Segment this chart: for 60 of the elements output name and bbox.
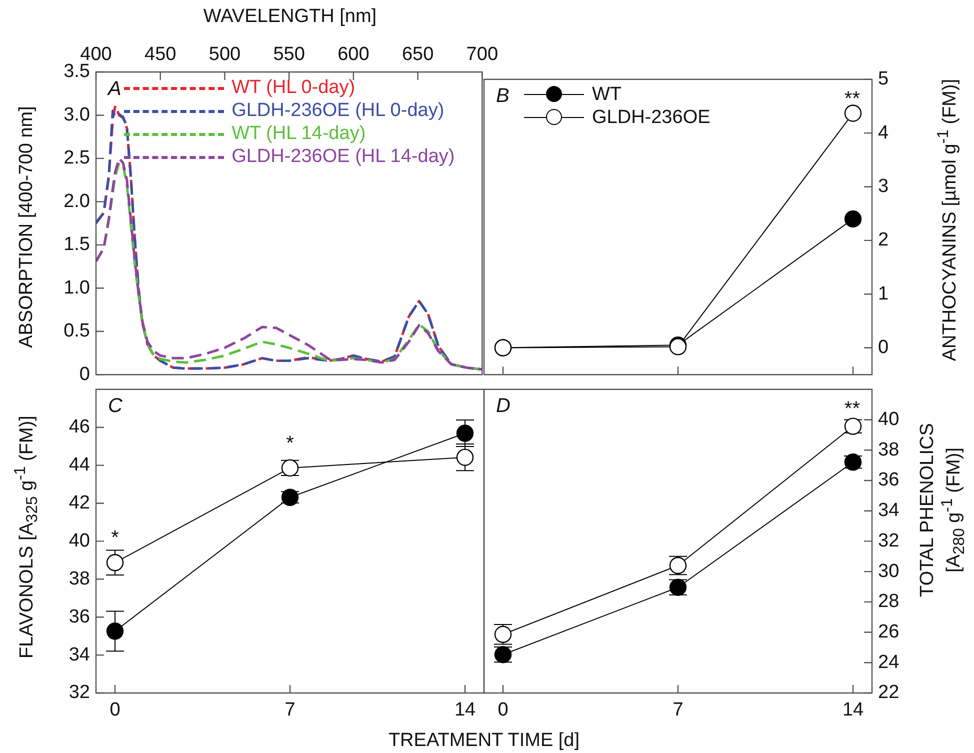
y-tick-label: 38 (68, 568, 90, 590)
legend-label: GLDH-236OE (592, 106, 710, 128)
y2-tick-label: 24 (878, 652, 900, 673)
y-tick-label: 1.5 (64, 234, 90, 256)
text: GLDH-236OE (HL 0-day) (232, 100, 444, 120)
x-tick-label: 550 (273, 44, 305, 65)
x-tick-label: 0 (110, 700, 120, 721)
y-tick-label: 1.0 (64, 277, 90, 298)
x-tick-label: 14 (842, 700, 864, 721)
x-axis-title: TREATMENT TIME [d] (388, 730, 580, 751)
y2-tick-label: 30 (878, 560, 900, 582)
x-tick-label: 7 (284, 700, 296, 721)
x-axis-title: WAVELENGTH [nm] (203, 6, 377, 27)
chart-title: B (496, 85, 510, 108)
y2-tick-label: 1 (878, 283, 889, 304)
y-tick-label: 3.0 (64, 104, 90, 126)
y2-tick-label: 40 (878, 408, 900, 430)
annotation: ** (844, 398, 860, 420)
y-tick-label: 32 (68, 682, 90, 704)
y2-tick-label: 34 (878, 500, 900, 522)
annotation: ** (844, 88, 860, 110)
y2-tick-label: 36 (878, 470, 900, 491)
y-tick-label: 0.5 (64, 320, 90, 342)
x-tick-label: 14 (454, 700, 476, 721)
y-tick-label: 44 (68, 454, 90, 476)
y2-tick-label: 2 (878, 230, 889, 251)
text: GLDH-236OE (HL 14-day) (232, 146, 455, 166)
chart-title: C (108, 395, 122, 418)
y2-tick-label: 5 (878, 68, 889, 90)
y-tick-label: 40 (68, 530, 90, 552)
y-tick-label: 2.0 (64, 190, 90, 212)
y-tick-label: 0 (79, 364, 90, 385)
y-tick-label: 36 (68, 606, 90, 628)
y2-tick-label: 26 (878, 622, 900, 643)
x-tick-label: 0 (498, 700, 508, 721)
y2-tick-label: 0 (878, 337, 889, 358)
y-tick-label: 34 (68, 644, 90, 666)
x-tick-label: 7 (672, 700, 684, 721)
legend-label: WT (592, 84, 622, 105)
chart-title: A (108, 78, 122, 101)
chart-title: D (496, 395, 510, 418)
x-tick-label: 700 (466, 44, 498, 65)
y-tick-label: 2.5 (64, 148, 90, 169)
y2-tick-label: 22 (878, 682, 900, 704)
y-tick-label: 46 (68, 416, 90, 438)
text: WT (HL 14-day) (232, 122, 366, 144)
y2-tick-label: 32 (878, 530, 900, 552)
annotation: * (286, 432, 294, 454)
y2-tick-label: 38 (878, 439, 900, 460)
y2-tick-label: 28 (878, 591, 900, 612)
y2-tick-label: 3 (878, 176, 889, 197)
y-axis-title: ABSORPTION [400-700 nm] (16, 106, 38, 348)
y2-tick-label: 4 (878, 122, 889, 144)
x-tick-label: 600 (338, 44, 370, 65)
x-tick-label: 450 (144, 44, 176, 65)
x-tick-label: 650 (402, 44, 434, 65)
x-tick-label: 500 (208, 44, 241, 65)
y-tick-label: 42 (68, 492, 90, 514)
text: WT (HL 0-day) (232, 76, 356, 98)
annotation: * (111, 527, 120, 550)
